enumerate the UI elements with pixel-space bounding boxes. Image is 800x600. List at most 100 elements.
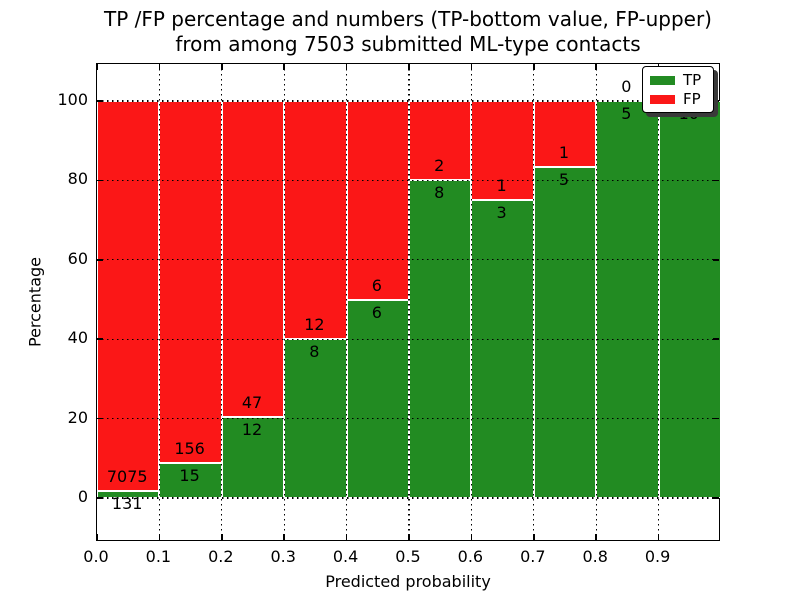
x-tick [345,64,348,70]
plot-area [96,63,721,541]
y-gridline [97,497,719,499]
y-tick [97,497,103,499]
x-tick [470,64,473,70]
x-tick-label: 0.1 [145,547,172,566]
x-tick [283,64,285,70]
x-tick-label: 0.6 [457,547,484,566]
x-tick [158,534,161,540]
tp-count-label: 12 [241,420,263,440]
chart-title-line-2: from among 7503 submitted ML-type contac… [175,32,641,56]
fp-count-label: 2 [434,156,445,176]
fp-count-label: 0 [621,77,632,96]
y-gridline [97,417,719,420]
legend-item: FP [650,90,713,109]
fp-swatch [650,95,675,104]
x-tick [96,534,98,540]
bar-tp-segment [346,299,409,498]
legend: TP FP [642,66,714,113]
y-tick [713,179,719,182]
tp-count-label: 5 [558,170,570,190]
x-tick [595,534,597,540]
x-tick [158,64,161,70]
x-tick [533,64,535,70]
y-gridline [97,100,719,102]
x-gridline [657,64,660,540]
fp-count-label: 6 [371,275,382,295]
fp-count-label: 1 [496,176,507,196]
tp-swatch [650,76,675,85]
x-axis-label: Predicted probability [325,572,491,591]
chart-title-line-1: TP /FP percentage and numbers (TP-bottom… [104,7,712,31]
legend-label: TP [683,71,702,89]
y-axis-label: Percentage [25,256,45,348]
x-tick [533,534,535,540]
x-gridline [345,64,348,540]
y-tick [713,497,719,499]
x-tick [408,534,410,540]
x-tick [408,64,410,70]
x-tick-label: 0.5 [395,547,421,566]
x-tick [96,64,98,70]
x-gridline [221,64,223,540]
y-tick [97,338,103,340]
legend-label: FP [683,90,701,108]
x-tick-label: 0.9 [644,547,671,566]
bar-tp-segment [596,101,659,498]
y-tick [713,417,719,420]
x-tick [470,534,473,540]
fp-count-label: 156 [174,439,205,459]
x-gridline [158,64,161,540]
x-tick [657,534,660,540]
bar-tp-segment [471,200,534,498]
y-gridline [97,179,719,182]
x-tick-label: 0.0 [83,547,109,566]
bar-fp-segment [159,101,222,464]
y-tick [713,338,719,340]
x-tick-label: 0.2 [208,547,234,566]
fp-count-label: 1 [558,143,570,163]
tp-count-label: 15 [179,466,200,486]
x-tick [595,64,597,70]
fp-count-label: 47 [241,393,263,413]
bar-fp-segment [471,101,534,201]
x-gridline [533,64,535,540]
tp-count-label: 8 [309,342,320,362]
x-tick [221,534,223,540]
y-gridline [97,338,719,340]
x-tick-label: 0.4 [332,547,359,566]
tp-count-label: 131 [111,493,143,513]
y-tick-label: 0 [77,487,88,506]
legend-item: TP [650,71,713,90]
x-tick [283,534,285,540]
y-tick-label: 60 [67,248,88,268]
x-tick [345,534,348,540]
bar-tp-segment [533,167,597,498]
x-tick [221,64,223,70]
fp-count-label: 12 [304,315,325,335]
bar-fp-segment [97,101,160,491]
y-tick [713,100,719,102]
y-tick-label: 100 [57,90,88,109]
y-tick-label: 20 [67,407,88,427]
y-tick [713,259,719,261]
tp-count-label: 3 [496,203,507,223]
y-tick [97,100,103,102]
chart-title: TP /FP percentage and numbers (TP-bottom… [60,7,756,57]
x-gridline [408,64,410,540]
tp-count-label: 5 [621,104,632,123]
x-tick-label: 0.8 [582,547,608,566]
y-tick [97,417,103,420]
x-tick-label: 0.3 [270,547,296,566]
tp-count-label: 8 [434,183,445,203]
bar-tp-segment [658,101,721,498]
y-tick-label: 80 [67,169,88,189]
x-gridline [595,64,597,540]
y-tick [97,259,103,261]
y-gridline [97,259,719,261]
x-gridline [470,64,473,540]
y-tick-label: 40 [67,328,88,348]
bar-fp-segment [284,101,347,340]
x-tick-label: 0.7 [520,547,546,566]
bar-fp-segment [346,101,409,300]
